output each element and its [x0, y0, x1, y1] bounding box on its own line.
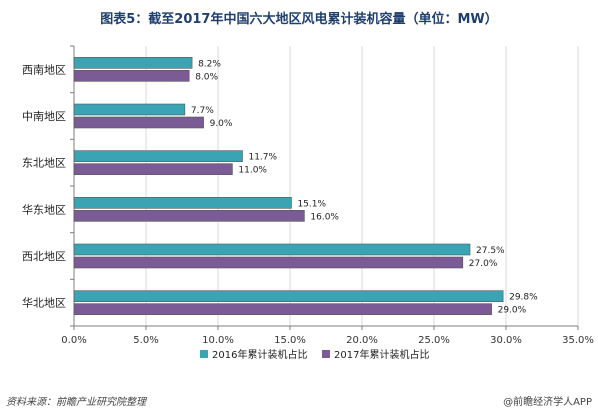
data-label: 29.8% [509, 293, 538, 303]
data-label: 15.1% [297, 199, 326, 209]
x-tick-label: 0.0% [61, 335, 86, 346]
category-label: 西北地区 [22, 250, 66, 263]
source-note: 资料来源：前瞻产业研究院整理 [6, 397, 146, 408]
category-label: 华东地区 [22, 202, 66, 216]
x-tick-label: 5.0% [133, 335, 158, 346]
bar [73, 303, 492, 315]
data-label: 29.0% [498, 306, 527, 316]
data-label: 11.0% [238, 166, 267, 176]
category-label: 中南地区 [22, 110, 66, 123]
data-label: 27.5% [476, 246, 505, 256]
bar [73, 243, 471, 256]
data-label: 7.7% [191, 106, 214, 116]
x-tick-label: 10.0% [202, 335, 234, 346]
category-label: 东北地区 [22, 157, 66, 170]
data-label: 8.2% [198, 59, 221, 69]
bar [73, 210, 305, 222]
bar [73, 150, 243, 162]
bar [73, 197, 292, 209]
legend-swatch [322, 350, 330, 358]
legend-swatch [200, 350, 208, 358]
bar [73, 70, 190, 82]
bar [73, 103, 186, 116]
legend-label: 2017年累计装机占比 [334, 348, 429, 361]
bar [73, 57, 193, 69]
data-label: 9.0% [210, 119, 233, 129]
x-tick-label: 35.0% [562, 335, 594, 346]
data-label: 16.0% [310, 212, 339, 222]
brand-credit: @前瞻经济学人APP [503, 397, 592, 408]
x-tick-label: 20.0% [346, 335, 378, 346]
x-tick-label: 25.0% [418, 335, 450, 346]
category-label: 华北地区 [22, 296, 66, 310]
bar [73, 256, 464, 269]
x-tick-label: 15.0% [274, 335, 306, 346]
x-tick-label: 30.0% [490, 335, 522, 346]
bar [73, 163, 233, 175]
data-label: 8.0% [195, 72, 218, 82]
chart-title: 图表5：截至2017年中国六大地区风电累计装机容量（单位：MW） [100, 12, 498, 27]
legend-label: 2016年累计装机占比 [212, 348, 307, 361]
category-label: 西南地区 [22, 63, 66, 76]
data-label: 11.7% [248, 153, 277, 163]
bar [73, 290, 504, 302]
bar [73, 116, 204, 129]
data-label: 27.0% [469, 259, 498, 269]
